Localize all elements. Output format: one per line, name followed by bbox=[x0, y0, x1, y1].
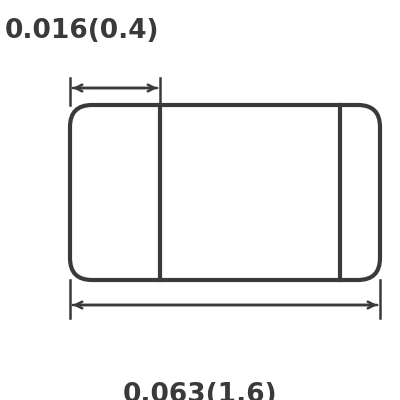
Text: 0.063(1.6): 0.063(1.6) bbox=[123, 382, 277, 400]
FancyBboxPatch shape bbox=[70, 105, 380, 280]
Text: 0.016(0.4): 0.016(0.4) bbox=[5, 18, 160, 44]
